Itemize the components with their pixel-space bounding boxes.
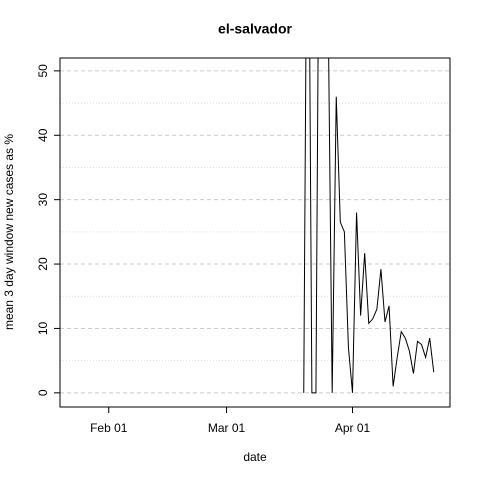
- y-axis-label: mean 3 day window new cases as %: [2, 134, 16, 330]
- y-tick-label: 10: [36, 321, 50, 335]
- x-tick-label: Feb 01: [90, 421, 128, 435]
- y-tick-label: 40: [36, 128, 50, 142]
- y-tick-label: 0: [36, 389, 50, 396]
- plot-area: [303, 58, 435, 394]
- y-tick-label: 20: [36, 257, 50, 271]
- plot-frame: [59, 57, 451, 408]
- grid: [60, 70, 450, 394]
- axes: 0 10 20 30 40 50 Feb 01 Mar 01 Apr 01: [36, 64, 370, 435]
- y-tick-label: 50: [36, 64, 50, 78]
- y-tick-label: 30: [36, 193, 50, 207]
- x-tick-label: Apr 01: [335, 421, 371, 435]
- x-axis-label: date: [243, 450, 267, 464]
- chart-title: el-salvador: [218, 21, 292, 37]
- data-line: [303, 58, 435, 394]
- x-tick-label: Mar 01: [208, 421, 246, 435]
